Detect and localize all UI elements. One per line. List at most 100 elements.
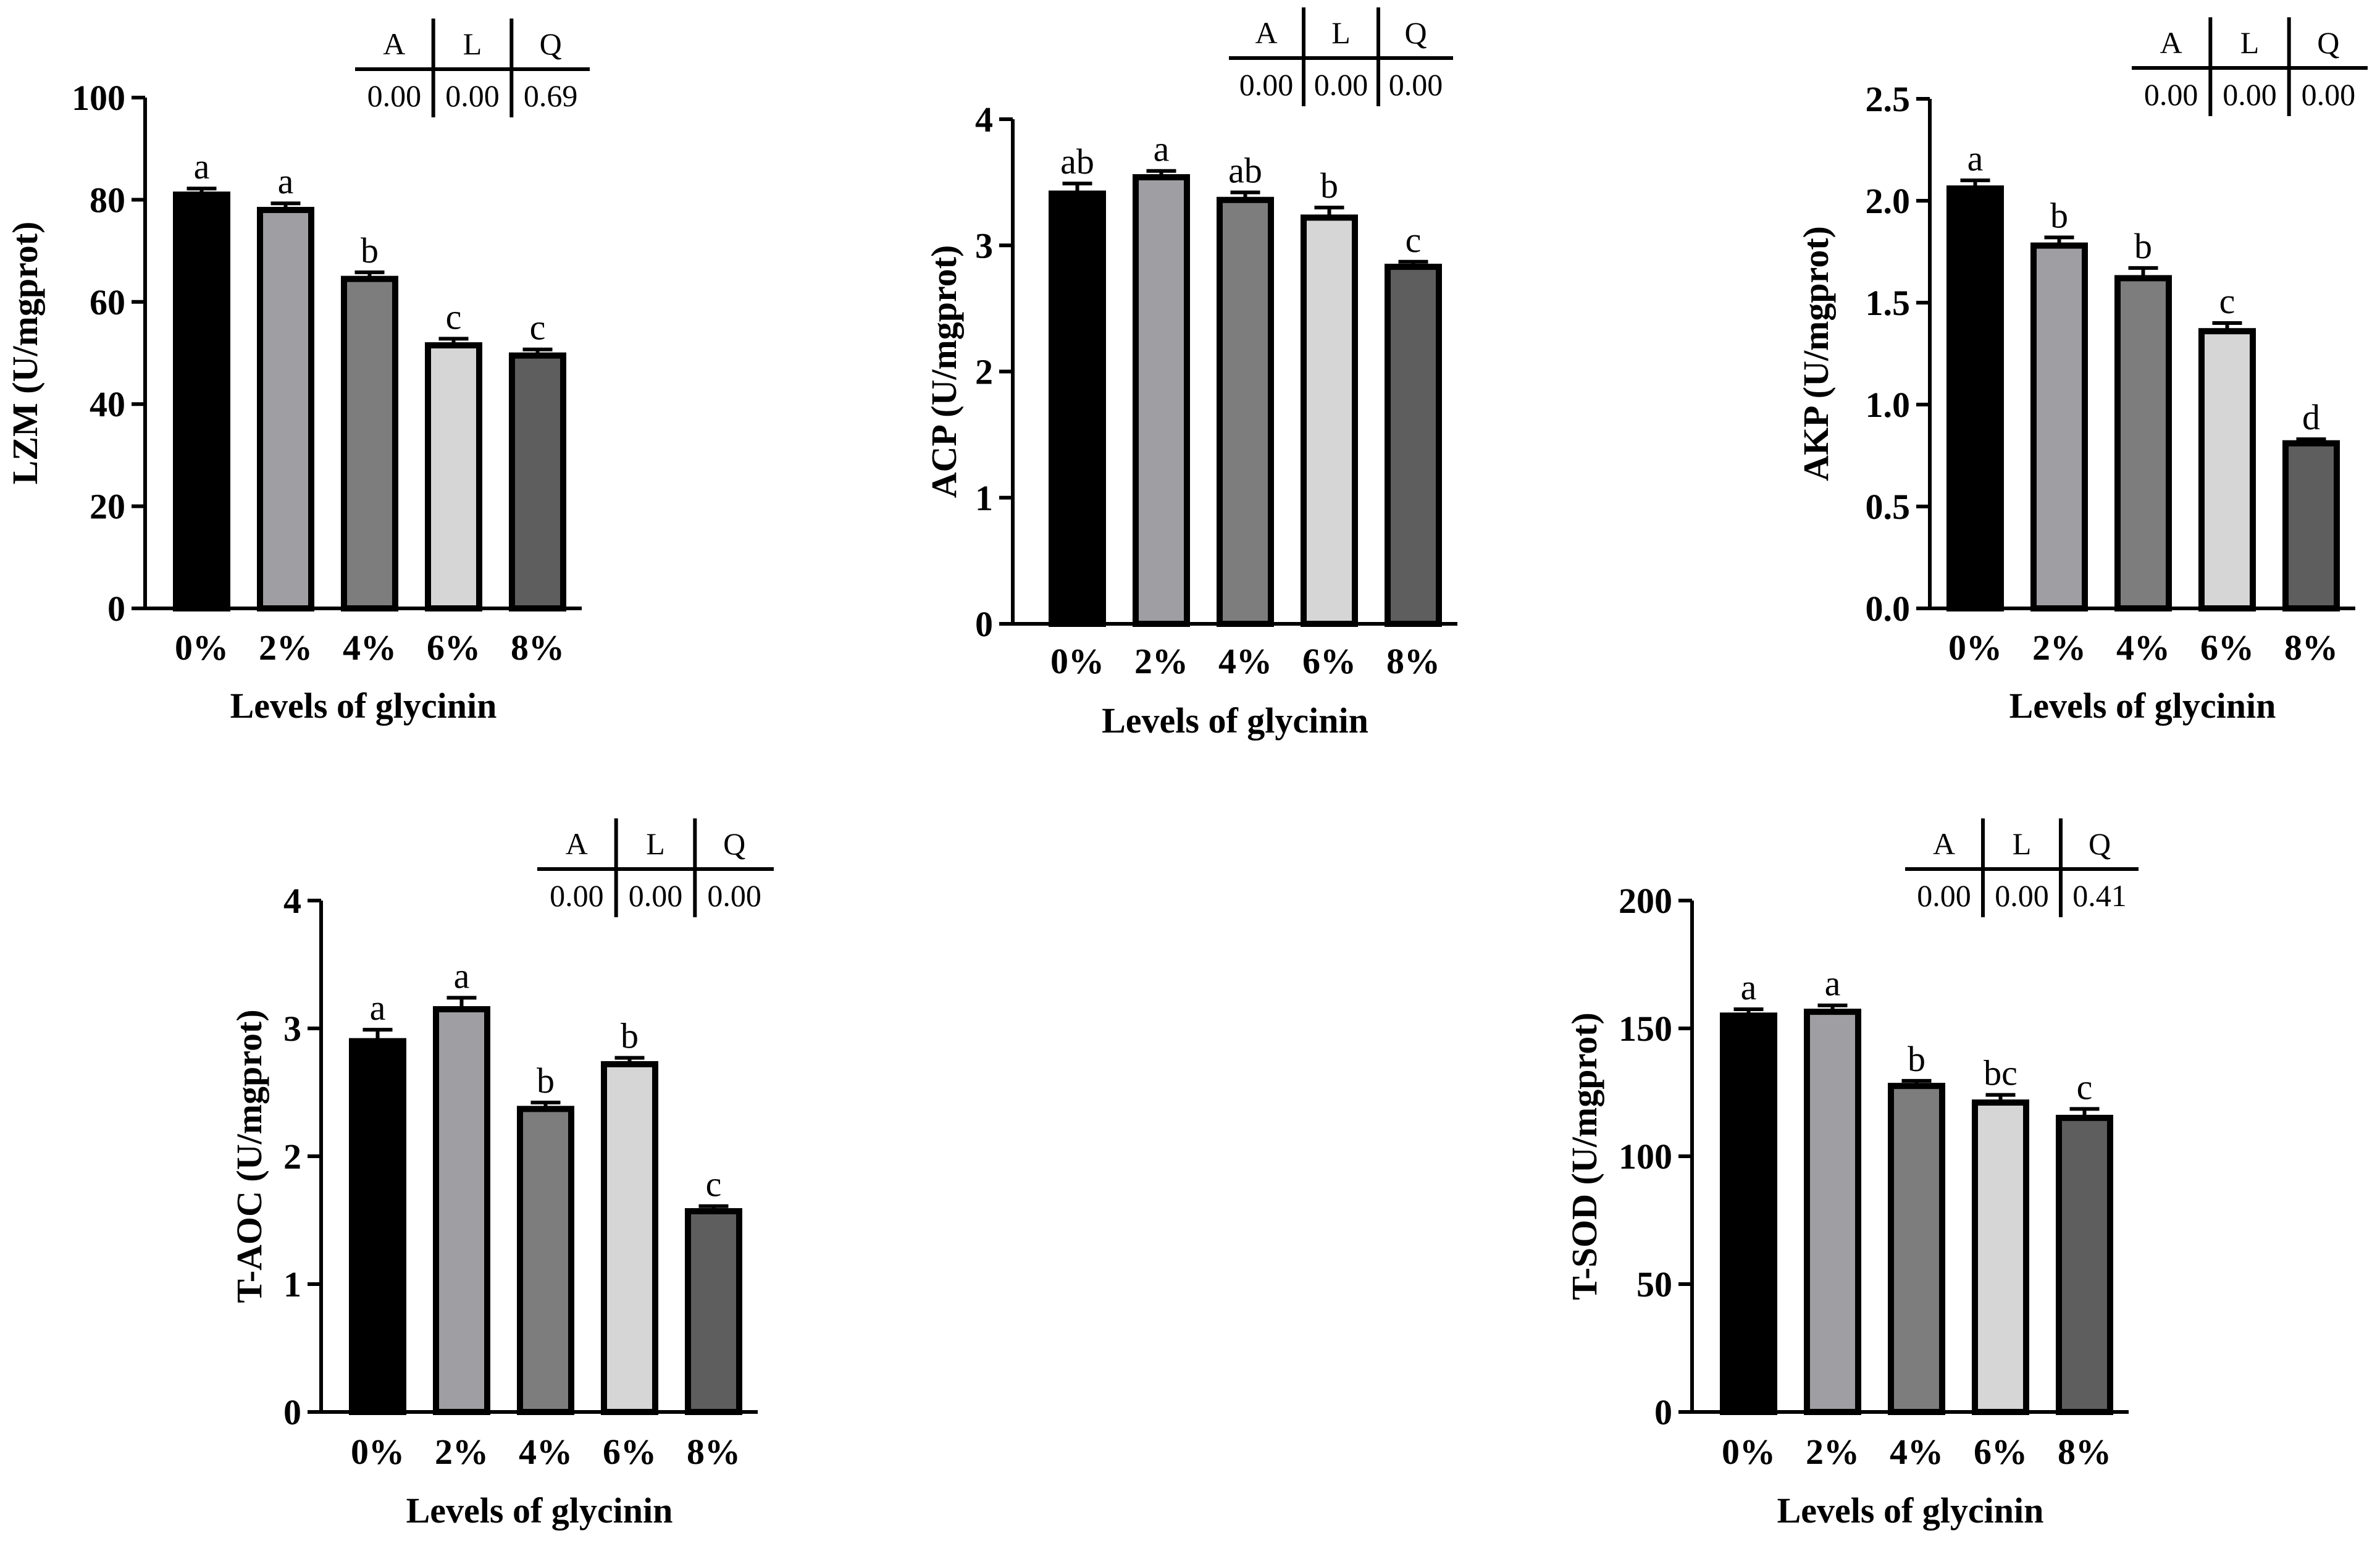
significance-letter: c bbox=[446, 296, 462, 337]
bar-8% bbox=[2056, 1114, 2113, 1416]
y-tick-label: 1.0 bbox=[1866, 385, 1911, 425]
significance-letter: a bbox=[1154, 129, 1170, 169]
y-tick-label: 80 bbox=[90, 180, 125, 220]
table-header: Q bbox=[1404, 15, 1427, 50]
bar-8% bbox=[685, 1208, 742, 1415]
y-tick-label: 1 bbox=[283, 1264, 301, 1304]
table-header: Q bbox=[2089, 826, 2111, 861]
significance-letter: ab bbox=[1060, 141, 1094, 182]
table-header: L bbox=[646, 826, 665, 861]
bar-6% bbox=[2198, 328, 2256, 611]
x-axis-title: Levels of glycinin bbox=[1777, 1490, 2044, 1531]
table-header: L bbox=[2240, 25, 2260, 60]
table-value: 0.00 bbox=[629, 878, 683, 913]
significance-letter: b bbox=[621, 1016, 639, 1056]
bar-6% bbox=[425, 342, 482, 611]
stats-table: A L Q 0.00 0.00 0.00 bbox=[1229, 7, 1453, 106]
y-tick-label: 150 bbox=[1619, 1009, 1672, 1049]
table-header: L bbox=[1331, 15, 1351, 50]
y-tick-label: 3 bbox=[283, 1009, 301, 1049]
y-axis-title: LZM (U/mgprot) bbox=[5, 222, 45, 485]
x-category-label: 8% bbox=[2284, 628, 2338, 668]
x-category-label: 8% bbox=[687, 1432, 740, 1472]
x-category-label: 2% bbox=[1134, 641, 1188, 681]
significance-letter: a bbox=[194, 146, 210, 187]
y-axis-title: T-AOC (U/mgprot) bbox=[229, 1009, 269, 1303]
table-header: A bbox=[1933, 826, 1955, 861]
table-value: 0.69 bbox=[524, 78, 578, 113]
x-category-label: 4% bbox=[1218, 641, 1272, 681]
bar-0% bbox=[349, 1038, 406, 1415]
y-tick-label: 200 bbox=[1619, 881, 1672, 921]
bar-8% bbox=[509, 352, 566, 611]
y-tick-label: 20 bbox=[90, 487, 125, 527]
bar-4% bbox=[517, 1106, 574, 1416]
bar-0% bbox=[173, 191, 230, 611]
stats-table: A L Q 0.00 0.00 0.00 bbox=[537, 818, 774, 917]
bar-2% bbox=[257, 206, 314, 611]
stats-table: A L Q 0.00 0.00 0.00 bbox=[2132, 17, 2368, 116]
significance-letter: a bbox=[454, 956, 470, 996]
chart-panel-2: 0 1 2 3 4 ab 0% a 2% ab 4% b 6% c 8% Levels of glycinin… bbox=[924, 7, 1457, 741]
table-header: L bbox=[2013, 826, 2032, 861]
y-tick-label: 2.5 bbox=[1866, 79, 1911, 119]
x-category-label: 8% bbox=[1386, 641, 1440, 681]
significance-letter: d bbox=[2302, 397, 2320, 437]
significance-letter: bc bbox=[1984, 1053, 2018, 1093]
x-category-label: 8% bbox=[2058, 1432, 2111, 1472]
x-category-label: 6% bbox=[2200, 628, 2254, 668]
x-axis-title: Levels of glycinin bbox=[2009, 686, 2276, 726]
y-tick-label: 4 bbox=[283, 881, 301, 921]
x-category-label: 0% bbox=[1722, 1432, 1775, 1472]
significance-letter: b bbox=[537, 1061, 555, 1101]
y-tick-label: 1.5 bbox=[1866, 283, 1911, 323]
x-category-label: 2% bbox=[2032, 628, 2086, 668]
x-category-label: 4% bbox=[519, 1432, 572, 1472]
significance-letter: c bbox=[530, 308, 546, 348]
table-value: 0.00 bbox=[445, 78, 500, 113]
table-header: A bbox=[383, 27, 405, 61]
bar-4% bbox=[1217, 196, 1274, 628]
significance-letter: b bbox=[361, 230, 379, 271]
significance-letter: b bbox=[2050, 195, 2068, 235]
table-value: 0.00 bbox=[1314, 67, 1368, 102]
table-header: L bbox=[463, 27, 482, 61]
stats-table: A L Q 0.00 0.00 0.69 bbox=[355, 19, 590, 117]
y-tick-label: 3 bbox=[975, 225, 993, 266]
y-tick-label: 100 bbox=[72, 78, 125, 118]
bar-6% bbox=[1301, 214, 1358, 627]
significance-letter: b bbox=[2134, 226, 2152, 266]
chart-panel-1: 0 20 40 60 80 100 a 0% a 2% b 4% c 6% c 8% Levels of gly… bbox=[5, 19, 590, 726]
table-value: 0.00 bbox=[1917, 878, 1971, 913]
significance-letter: b bbox=[1320, 166, 1338, 206]
y-tick-label: 0.5 bbox=[1866, 487, 1911, 527]
x-category-label: 0% bbox=[175, 628, 228, 668]
y-tick-label: 2 bbox=[283, 1136, 301, 1177]
significance-letter: a bbox=[370, 988, 386, 1028]
x-axis-title: Levels of glycinin bbox=[406, 1490, 673, 1531]
x-axis-title: Levels of glycinin bbox=[1102, 700, 1368, 741]
x-category-label: 2% bbox=[1806, 1432, 1859, 1472]
x-category-label: 2% bbox=[259, 628, 312, 668]
bar-0% bbox=[1720, 1012, 1777, 1416]
bar-8% bbox=[2282, 440, 2340, 611]
x-category-label: 6% bbox=[1974, 1432, 2027, 1472]
y-tick-label: 0.0 bbox=[1866, 589, 1911, 629]
x-category-label: 4% bbox=[1890, 1432, 1943, 1472]
table-header: Q bbox=[2317, 25, 2339, 60]
bar-6% bbox=[601, 1061, 658, 1415]
table-value: 0.00 bbox=[2223, 77, 2277, 112]
bar-2% bbox=[1804, 1009, 1861, 1415]
y-tick-label: 100 bbox=[1619, 1136, 1672, 1177]
significance-letter: c bbox=[706, 1164, 722, 1204]
table-value: 0.00 bbox=[1389, 67, 1443, 102]
table-header: A bbox=[2160, 25, 2182, 60]
x-axis-title: Levels of glycinin bbox=[230, 686, 497, 726]
table-value: 0.00 bbox=[2144, 77, 2198, 112]
table-value: 0.00 bbox=[1239, 67, 1294, 102]
x-category-label: 6% bbox=[427, 628, 480, 668]
chart-panel-5: 0 50 100 150 200 a 0% a 2% b 4% bc 6% c 8% Levels of gl… bbox=[1564, 818, 2139, 1531]
x-category-label: 0% bbox=[351, 1432, 404, 1472]
x-category-label: 2% bbox=[435, 1432, 488, 1472]
x-category-label: 0% bbox=[1050, 641, 1104, 681]
